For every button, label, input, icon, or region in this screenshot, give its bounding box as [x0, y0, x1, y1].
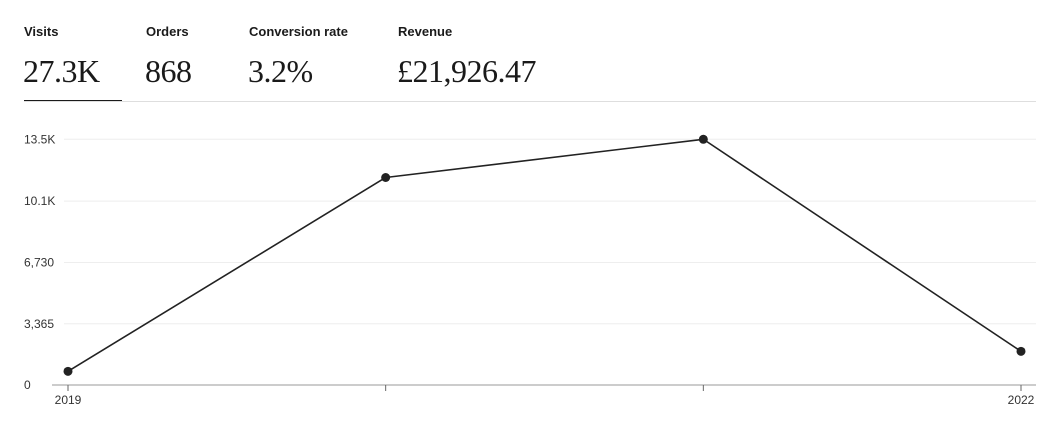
y-tick-label: 10.1K — [24, 194, 55, 208]
tab-orders[interactable]: Orders 868 — [145, 0, 226, 101]
axes: 0 3,365 6,730 10.1K 13.5K 2019 2022 — [24, 132, 1036, 407]
tab-conversion-rate-value: 3.2% — [248, 53, 313, 89]
data-point — [381, 172, 391, 182]
tab-revenue-value: £21,926.47 — [397, 53, 537, 89]
visits-line-chart: 0 3,365 6,730 10.1K 13.5K 2019 2022 — [24, 132, 1036, 407]
y-tick-label: 0 — [24, 378, 31, 392]
tab-revenue-label: Revenue — [398, 24, 453, 39]
tab-revenue[interactable]: Revenue £21,926.47 — [397, 0, 578, 101]
data-point — [1016, 346, 1026, 356]
series-line — [67, 138, 1022, 373]
y-tick-label: 6,730 — [24, 256, 54, 270]
tab-visits-label: Visits — [24, 24, 59, 39]
y-tick-label: 13.5K — [24, 132, 55, 146]
tab-conversion-rate-label: Conversion rate — [249, 24, 348, 39]
tab-visits[interactable]: Visits 27.3K — [23, 0, 122, 102]
x-tick-label: 2022 — [1008, 393, 1035, 407]
x-tick-label: 2019 — [55, 393, 82, 407]
tab-visits-value: 27.3K — [23, 53, 100, 89]
tab-orders-label: Orders — [146, 24, 189, 39]
tab-orders-value: 868 — [145, 53, 192, 89]
grid-lines — [64, 138, 1036, 325]
data-point — [63, 366, 73, 376]
metric-tabs: Visits 27.3K Orders 868 Conversion rate … — [0, 0, 1060, 103]
y-tick-label: 3,365 — [24, 317, 54, 331]
data-point — [698, 134, 708, 144]
series-visits — [63, 134, 1026, 376]
tabs-divider — [24, 101, 1036, 102]
tab-conversion-rate[interactable]: Conversion rate 3.2% — [248, 0, 369, 101]
